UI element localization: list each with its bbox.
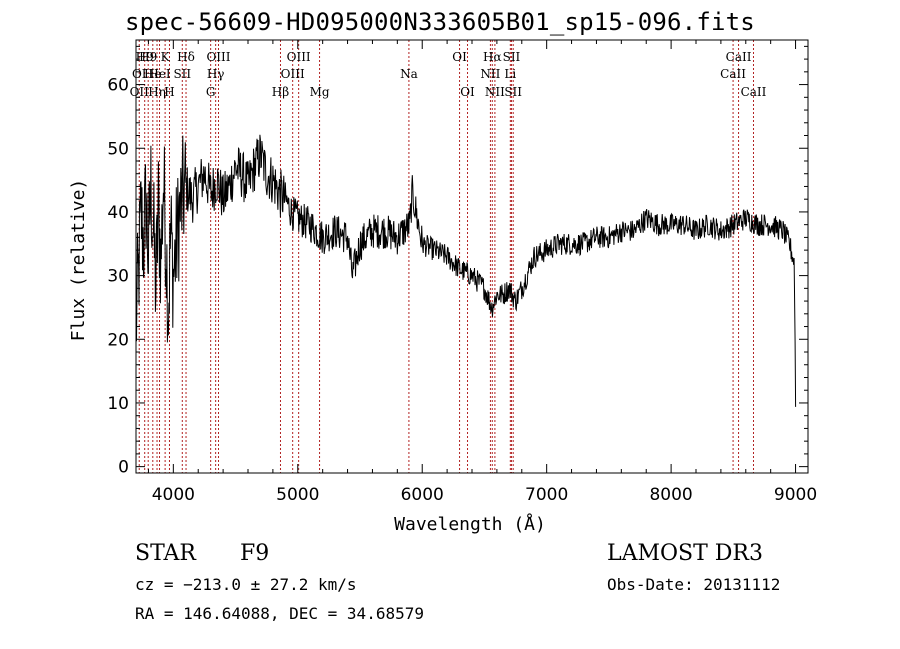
x-tick-label: 6000 bbox=[401, 485, 444, 505]
line-label: OIII bbox=[281, 67, 305, 81]
line-label: Na bbox=[400, 67, 418, 81]
y-tick-label: 10 bbox=[107, 394, 129, 414]
line-label: Hγ bbox=[207, 67, 225, 81]
line-label: OIII bbox=[206, 50, 230, 64]
y-tick-label: 30 bbox=[107, 267, 129, 287]
line-label: CaII bbox=[741, 85, 767, 99]
line-label: Mg bbox=[310, 85, 330, 99]
line-label: SII bbox=[173, 67, 191, 81]
x-axis-label: Wavelength (Å) bbox=[394, 513, 546, 535]
observation-date: Obs-Date: 20131112 bbox=[607, 575, 781, 594]
y-tick-label: 60 bbox=[107, 76, 129, 96]
line-label: NII bbox=[480, 67, 500, 81]
line-label: CaII bbox=[726, 50, 752, 64]
emission-line-markers bbox=[138, 40, 754, 473]
line-label: Hδ bbox=[177, 50, 195, 64]
line-label: H bbox=[164, 85, 174, 99]
line-label: Hα bbox=[483, 50, 502, 64]
line-label: CaII bbox=[720, 67, 746, 81]
object-class: STAR bbox=[135, 541, 196, 566]
x-tick-label: 4000 bbox=[152, 485, 195, 505]
line-label: SII bbox=[504, 85, 522, 99]
line-label: K bbox=[161, 50, 171, 64]
line-label: H9 bbox=[139, 50, 157, 64]
line-label: OI bbox=[460, 85, 475, 99]
plot-frame bbox=[135, 39, 809, 474]
y-tick-label: 50 bbox=[107, 139, 129, 159]
x-tick-label: 7000 bbox=[525, 485, 568, 505]
x-tick-label: 9000 bbox=[774, 485, 817, 505]
line-label: Hη bbox=[148, 85, 166, 99]
x-tick-label: 8000 bbox=[649, 485, 692, 505]
survey-name: LAMOST DR3 bbox=[607, 541, 763, 566]
y-axis-label: Flux (relative) bbox=[68, 179, 89, 342]
x-tick-label: 5000 bbox=[276, 485, 319, 505]
coordinates: RA = 146.64088, DEC = 34.68579 bbox=[135, 604, 424, 623]
y-tick-label: 20 bbox=[107, 330, 129, 350]
y-tick-label: 0 bbox=[118, 458, 129, 478]
line-label: OI bbox=[452, 50, 467, 64]
spectrum-series bbox=[135, 134, 797, 407]
object-subclass: F9 bbox=[240, 541, 270, 566]
line-label: NII bbox=[485, 85, 505, 99]
line-label: H9 bbox=[136, 50, 154, 64]
line-label: OII bbox=[130, 85, 150, 99]
line-label: OI bbox=[132, 67, 147, 81]
y-tick-label: 40 bbox=[107, 203, 129, 223]
line-labels: OIIOIH9H9HeHηHeIKHSIIHδGHγOIIIHβOIIIOIII… bbox=[130, 50, 767, 99]
line-label: SII bbox=[503, 50, 521, 64]
line-label: G bbox=[206, 85, 216, 99]
chart-title: spec-56609-HD095000N333605B01_sp15-096.f… bbox=[125, 8, 755, 36]
redshift-cz: cz = −213.0 ± 27.2 km/s bbox=[135, 575, 357, 594]
axes: 4000 5000 6000 7000 8000 9000 0 10 20 30 40 50 60 bbox=[107, 40, 817, 505]
line-label: He bbox=[144, 67, 162, 81]
line-label: Li bbox=[504, 67, 516, 81]
line-label: Hβ bbox=[272, 85, 289, 99]
spectrum-line bbox=[135, 134, 797, 407]
line-label: OIII bbox=[287, 50, 311, 64]
line-label: HeI bbox=[148, 67, 171, 81]
